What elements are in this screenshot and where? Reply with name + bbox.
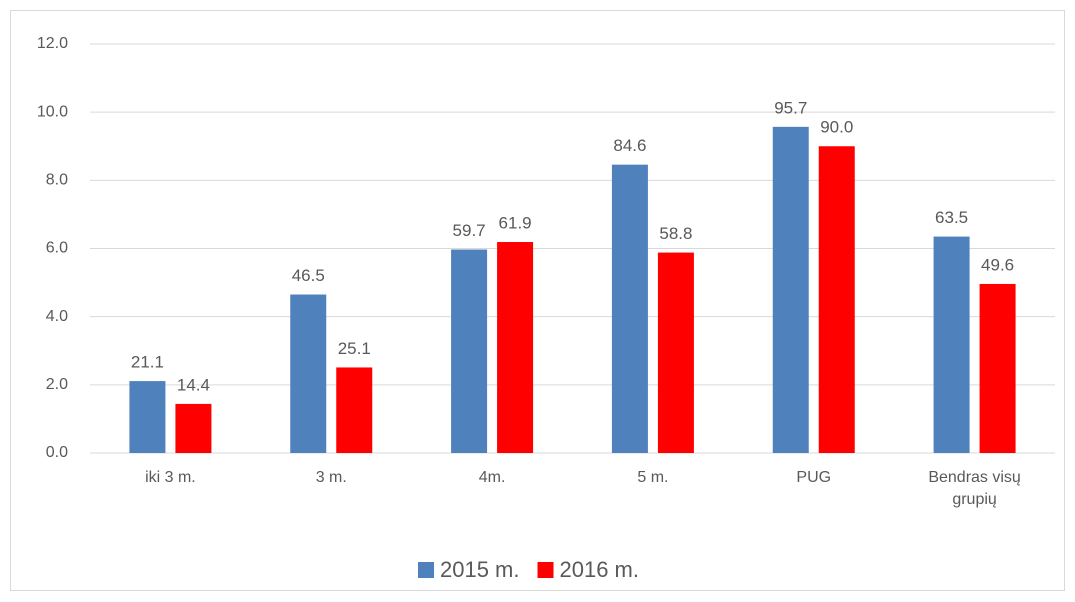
x-tick-label-box: iki 3 m.	[145, 469, 196, 486]
legend-label: 2016 m.	[560, 557, 640, 582]
bar	[772, 126, 809, 453]
data-label: 25.1	[338, 339, 371, 358]
bar	[129, 381, 166, 453]
bar	[290, 294, 327, 453]
bar	[451, 249, 488, 453]
y-tick-label: 2.0	[46, 376, 68, 393]
x-tick-label: 4m.	[478, 469, 506, 486]
x-tick-label-box: 5 m.	[637, 469, 669, 486]
bar	[175, 403, 212, 453]
x-tick-label-box: PUG	[796, 469, 832, 486]
x-tick-label: PUG	[796, 469, 832, 486]
chart-border	[10, 10, 1065, 591]
x-tick-label-box: 4m.	[478, 469, 506, 486]
y-tick-label: 12.0	[37, 35, 68, 52]
legend-label: 2015 m.	[440, 557, 520, 582]
data-label: 59.7	[453, 221, 486, 240]
data-label: 90.0	[820, 118, 853, 137]
data-label: 95.7	[774, 98, 807, 117]
bar	[979, 283, 1016, 453]
data-label: 21.1	[131, 353, 164, 372]
bar	[657, 252, 694, 453]
y-tick-label: 8.0	[46, 172, 68, 189]
x-tick-label: iki 3 m.	[145, 469, 196, 486]
x-tick-label-box: 3 m.	[315, 469, 347, 486]
data-label: 61.9	[499, 214, 532, 233]
bar	[497, 242, 534, 453]
y-tick-label: 6.0	[46, 240, 68, 257]
data-label: 49.6	[981, 255, 1014, 274]
data-label: 58.8	[659, 224, 692, 243]
y-tick-label: 4.0	[46, 308, 68, 325]
bar	[933, 236, 970, 453]
legend-swatch	[537, 562, 554, 578]
legend-swatch	[418, 562, 434, 578]
data-label: 46.5	[292, 266, 325, 285]
y-tick-label: 0.0	[46, 444, 68, 461]
data-label: 84.6	[613, 136, 646, 155]
x-tick-label: 5 m.	[637, 469, 669, 486]
x-tick-label: 3 m.	[315, 469, 347, 486]
y-tick-label: 10.0	[37, 103, 68, 120]
bar	[611, 164, 648, 453]
x-tick-label-box: Bendras visų grupių	[928, 469, 1021, 508]
bar	[818, 146, 855, 453]
data-label: 63.5	[935, 208, 968, 227]
data-label: 14.4	[177, 375, 210, 394]
x-tick-label: Bendras visų grupių	[928, 469, 1021, 508]
bar	[336, 367, 373, 453]
